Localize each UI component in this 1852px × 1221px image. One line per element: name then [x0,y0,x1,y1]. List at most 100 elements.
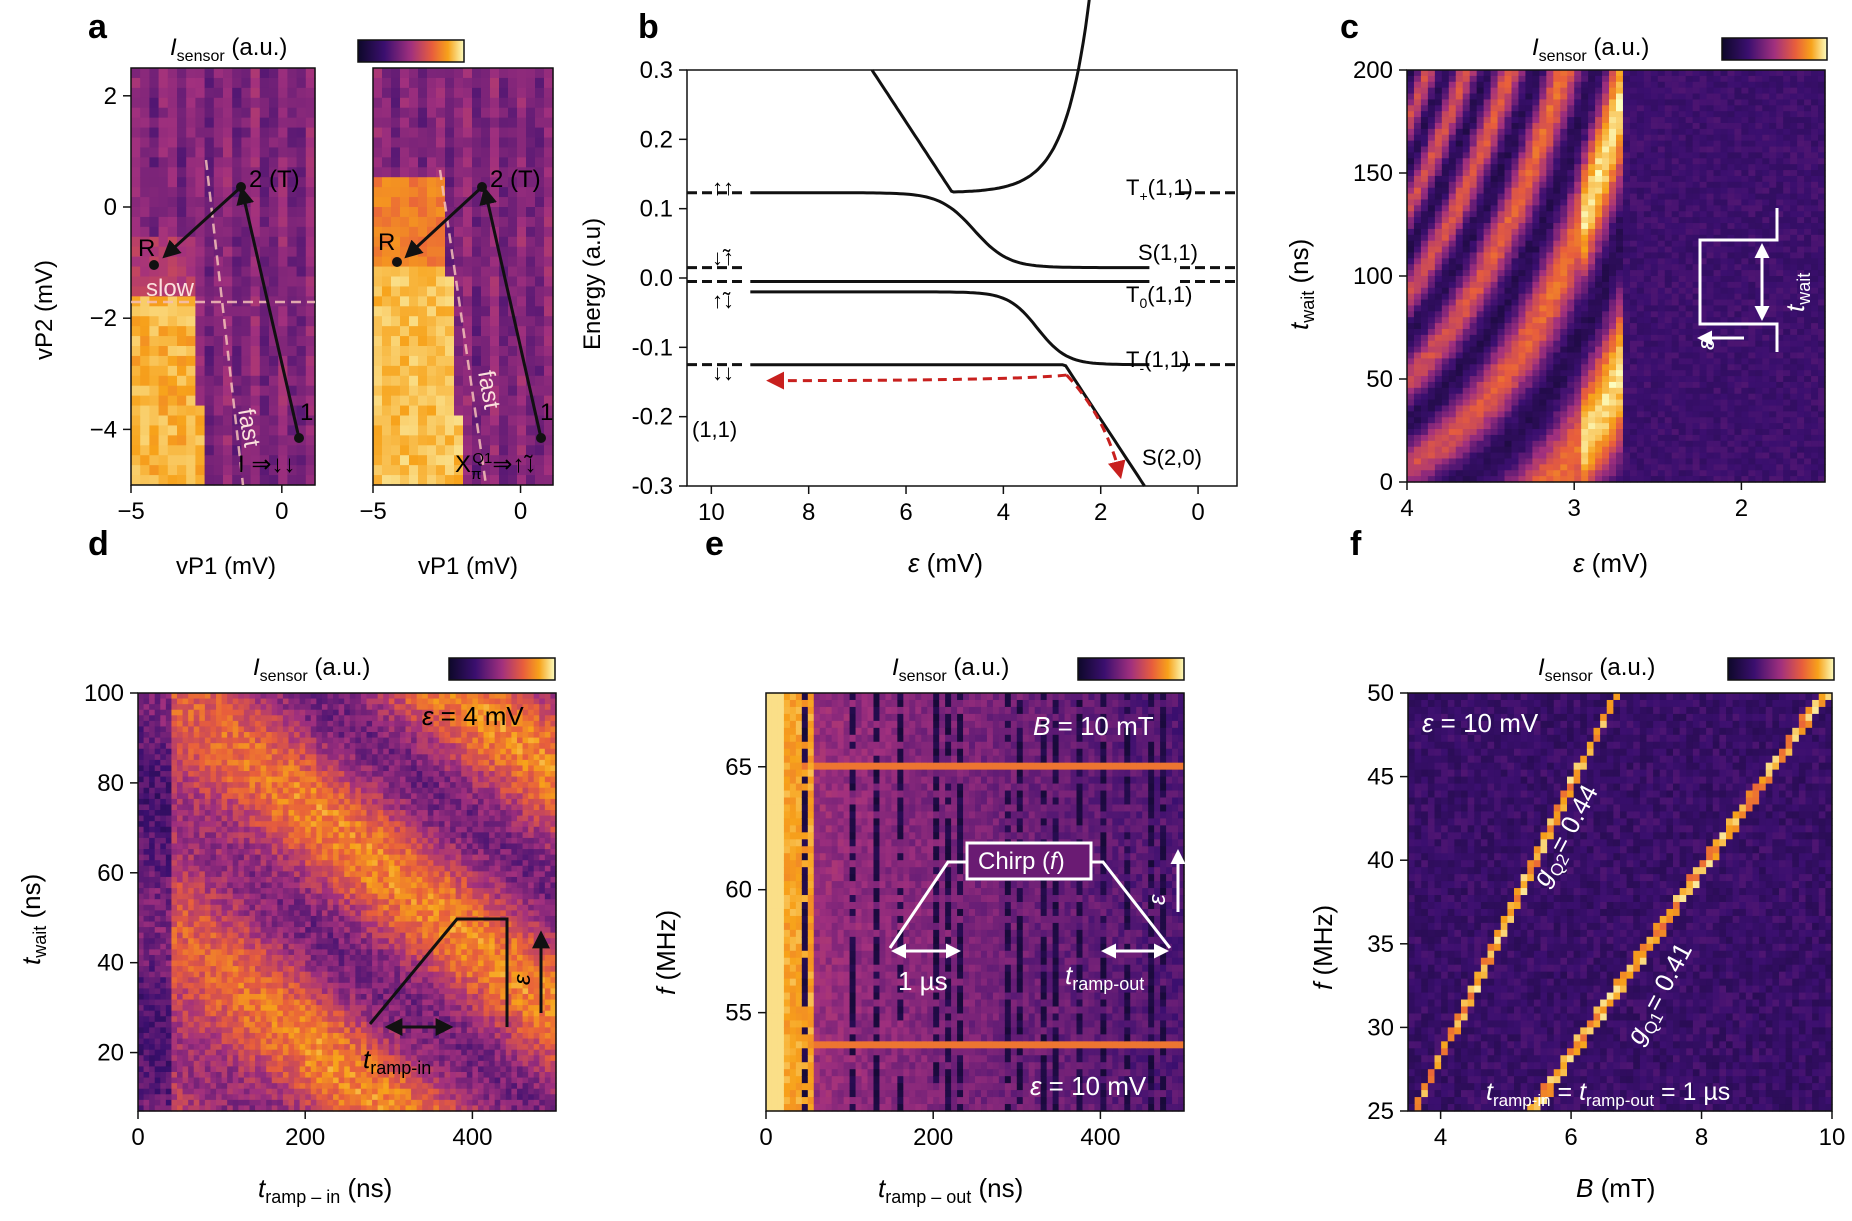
heatmap-a2-cell [472,375,482,387]
heatmap-a2-cell [454,137,464,149]
heatmap-a2-cell [391,197,401,208]
heatmap-a1-cell [278,216,288,228]
heatmap-c-cell [1469,464,1478,471]
heatmap-c-cell [1636,181,1645,189]
heatmap-a1-cell [305,385,316,397]
heatmap-c-cell [1616,476,1624,483]
heatmap-c-cell [1504,311,1513,318]
heatmap-c-cell [1518,364,1527,371]
heatmap-c-cell [1671,381,1680,389]
heatmap-c-cell [1706,75,1715,83]
heatmap-c-cell [1476,358,1485,365]
heatmap-c-cell [1636,199,1645,206]
heatmap-a2-cell [544,445,554,456]
heatmap-c-cell [1616,246,1624,254]
heatmap-a1-cell [278,127,288,139]
heatmap-c-cell [1574,464,1582,471]
heatmap-c-cell [1490,376,1499,383]
heatmap-c-cell [1504,317,1513,324]
heatmap-a1-cell [287,326,298,337]
heatmap-a2-cell [445,306,455,317]
heatmap-a1-cell [158,77,169,89]
heatmap-c-cell [1483,340,1492,348]
heatmap-c-cell [1469,399,1478,407]
heatmap-a1-cell [269,216,279,228]
heatmap-c-cell [1602,446,1610,454]
heatmap-c-cell [1602,340,1610,348]
heatmap-c-cell [1455,223,1464,230]
heatmap-a1-cell [250,77,261,89]
heatmap-a2-cell [436,445,446,456]
heatmap-c-cell [1720,193,1729,201]
heatmap-c-cell [1462,287,1471,295]
heatmap-c-cell [1595,305,1603,312]
heatmap-a1-cell [287,87,298,99]
heatmap-a2-cell [400,306,410,317]
heatmap-a2-cell [418,187,428,198]
heatmap-a1-cell [186,117,196,129]
heatmap-c-cell [1441,99,1450,106]
heatmap-c-cell [1476,364,1485,371]
heatmap-a1-cell [149,425,160,436]
heatmap-c-cell [1476,311,1485,318]
heatmap-c-cell [1504,405,1513,412]
heatmap-c-cell [1664,199,1673,206]
heatmap-c-cell [1490,299,1499,307]
heatmap-c-cell [1713,387,1722,395]
heatmap-c-cell [1560,158,1568,165]
heatmap-c-cell [1413,370,1422,377]
heatmap-a2-cell [490,117,500,129]
heatmap-a1-cell [158,276,169,288]
heatmap-c-cell [1504,140,1513,148]
panel-letter-c: c [1340,8,1359,46]
heatmap-c-cell [1629,299,1638,307]
heatmap-c-cell [1518,70,1527,77]
heatmap-c-cell [1720,128,1729,136]
heatmap-a2-cell [472,147,482,158]
heatmap-a2-cell [517,465,527,476]
heatmap-c-cell [1511,311,1520,318]
heatmap-c-cell [1692,252,1701,259]
heatmap-a1-cell [204,296,215,307]
heatmap-c-cell [1427,293,1436,301]
heatmap-c-cell [1609,258,1617,265]
heatmap-a2-cell [508,336,518,347]
heatmap-a2-cell [472,68,482,79]
heatmap-c-cell [1685,328,1694,336]
heatmap-c-cell [1720,476,1729,483]
heatmap-a1-cell [259,475,270,486]
heatmap-c-cell [1413,252,1422,259]
heatmap-a2-cell [445,326,455,337]
heatmap-a2-cell [535,226,545,238]
heatmap-c-cell [1706,205,1715,212]
heatmap-c-cell [1636,293,1645,301]
heatmap-c-cell [1664,340,1673,348]
heatmap-c-cell [1448,299,1457,307]
heatmap-c-cell [1483,434,1492,442]
heatmap-c-cell [1560,105,1568,112]
heatmap-c-cell [1455,376,1464,383]
heatmap-c-cell [1504,134,1513,142]
heatmap-a2-cell [535,415,545,427]
heatmap-a1-cell [167,455,178,466]
y-tick-label: -0.2 [632,404,673,431]
heatmap-c-cell [1678,293,1687,301]
x-tick-label: 6 [899,499,912,526]
heatmap-c-cell [1581,334,1589,342]
heatmap-c-cell [1609,99,1617,106]
heatmap-c-cell [1469,99,1478,106]
heatmap-c-cell [1720,70,1729,77]
heatmap-a1-cell [259,207,270,218]
heatmap-a2-cell [517,385,527,397]
heatmap-c-cell [1664,405,1673,412]
heatmap-c-cell [1602,399,1610,407]
heatmap-c-cell [1616,293,1624,301]
heatmap-c-cell [1532,134,1540,142]
heatmap-c-cell [1609,364,1617,371]
heatmap-a2-cell [499,207,509,218]
heatmap-c-cell [1413,234,1422,242]
heatmap-a2-cell [517,415,527,427]
heatmap-c-cell [1462,270,1471,277]
heatmap-a2-cell [400,266,410,278]
heatmap-a2-cell [517,147,527,158]
